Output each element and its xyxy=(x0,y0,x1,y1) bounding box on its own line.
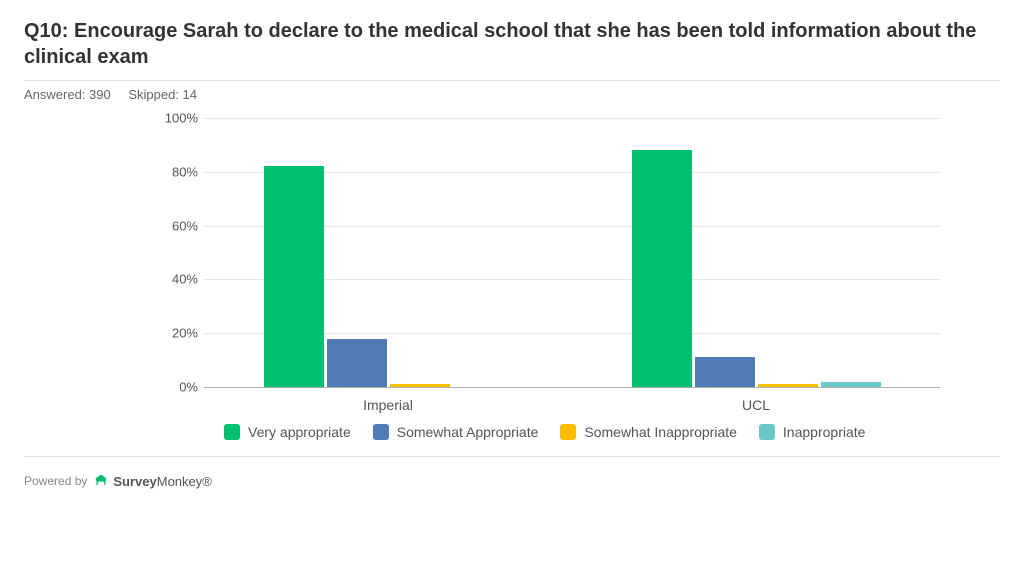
legend-swatch xyxy=(373,424,389,440)
bar xyxy=(264,166,324,387)
bar xyxy=(695,357,755,387)
chart-legend: Very appropriate Somewhat Appropriate Some… xyxy=(224,424,940,456)
legend-item: Somewhat Inappropriate xyxy=(560,424,737,440)
y-tick-label: 100% xyxy=(154,111,198,126)
question-title: Q10: Encourage Sarah to declare to the m… xyxy=(24,18,1000,81)
bar-group: UCL xyxy=(572,118,940,387)
bar xyxy=(327,339,387,387)
y-tick-label: 0% xyxy=(154,380,198,395)
legend-swatch xyxy=(560,424,576,440)
x-category-label: UCL xyxy=(572,397,940,413)
legend-label: Somewhat Appropriate xyxy=(397,424,539,440)
y-tick-label: 20% xyxy=(154,326,198,341)
answered-count: Answered: 390 xyxy=(24,87,111,102)
bar-group: Imperial xyxy=(204,118,572,387)
legend-item: Somewhat Appropriate xyxy=(373,424,539,440)
legend-swatch xyxy=(759,424,775,440)
legend-label: Very appropriate xyxy=(248,424,351,440)
legend-label: Somewhat Inappropriate xyxy=(584,424,737,440)
x-category-label: Imperial xyxy=(204,397,572,413)
legend-item: Inappropriate xyxy=(759,424,866,440)
bar xyxy=(632,150,692,387)
powered-by-label: Powered by xyxy=(24,474,87,488)
y-tick-label: 80% xyxy=(154,164,198,179)
bar xyxy=(390,384,450,387)
y-tick-label: 40% xyxy=(154,272,198,287)
response-stats: Answered: 390 Skipped: 14 xyxy=(24,81,1000,106)
bar xyxy=(821,382,881,387)
y-tick-label: 60% xyxy=(154,218,198,233)
monkey-icon xyxy=(93,473,109,489)
footer: Powered by SurveyMonkey® xyxy=(24,457,1000,489)
surveymonkey-logo: SurveyMonkey® xyxy=(93,473,212,489)
bar-chart: 0% 20% 40% 60% 80% 100% ImperialUCL xyxy=(154,108,940,418)
legend-swatch xyxy=(224,424,240,440)
bar xyxy=(758,384,818,387)
legend-label: Inappropriate xyxy=(783,424,866,440)
brand-name: SurveyMonkey® xyxy=(113,474,212,489)
legend-item: Very appropriate xyxy=(224,424,351,440)
skipped-count: Skipped: 14 xyxy=(128,87,197,102)
